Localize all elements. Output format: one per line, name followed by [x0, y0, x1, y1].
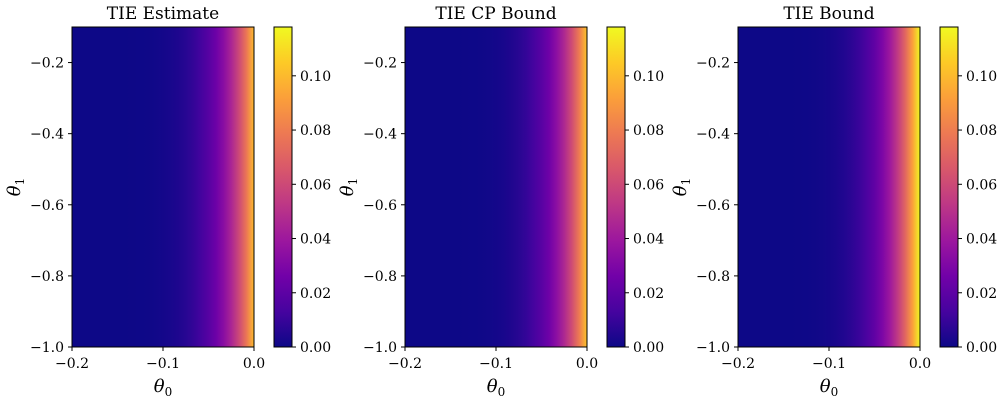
plot-frame	[737, 26, 921, 348]
colorbar-tick-label: 0.08	[300, 123, 331, 139]
heatmap-image	[405, 27, 587, 347]
colorbar-tick-label: 0.00	[966, 340, 997, 356]
plot-frame	[71, 26, 255, 348]
y-axis-label: θ1	[670, 178, 693, 196]
y-tick-label: −0.6	[363, 198, 397, 214]
x-tick-label: −0.1	[146, 356, 180, 372]
heatmap-panel-3: TIE Bound −0.2 −0.1 0.0 −1.0 −0.8 −0.6 −0.4 −0.2…	[670, 4, 997, 399]
y-tick-label: −0.8	[696, 269, 730, 285]
x-tick-label: −0.1	[479, 356, 513, 372]
y-axis-label: θ1	[4, 178, 27, 196]
y-tick-label: −0.6	[696, 198, 730, 214]
colorbar-tick-label: 0.06	[966, 177, 997, 193]
colorbar-tick-label: 0.10	[300, 69, 331, 85]
colorbar-tick-label: 0.04	[633, 232, 664, 248]
y-tick-label: −0.8	[363, 269, 397, 285]
x-tick-label: −0.2	[388, 356, 422, 372]
y-tick-label: −0.2	[363, 56, 397, 72]
x-tick-label: 0.0	[909, 356, 931, 372]
y-tick-label: −0.6	[30, 198, 64, 214]
y-tick-label: −1.0	[363, 340, 397, 356]
colorbar	[607, 27, 625, 347]
x-tick-label: −0.2	[55, 356, 89, 372]
heatmap-panel-1: TIE Estimate −0.2 −0.1 0.0 −1.0 −0.8 −0.6 −0.4 −…	[4, 4, 331, 399]
colorbar-tick-label: 0.06	[633, 177, 664, 193]
x-axis-label: θ0	[487, 376, 505, 399]
heatmap-panel-2: TIE CP Bound −0.2 −0.1 0.0 −1.0 −0.8 −0.6 −0.4 −…	[337, 4, 664, 399]
y-axis-label: θ1	[337, 178, 360, 196]
colorbar-tick-label: 0.10	[633, 69, 664, 85]
colorbar-frame	[273, 26, 293, 348]
colorbar-tick-label: 0.02	[966, 286, 997, 302]
colorbar-tick-label: 0.08	[633, 123, 664, 139]
y-tick-label: −0.2	[696, 56, 730, 72]
colorbar-tick-label: 0.04	[300, 232, 331, 248]
y-tick-label: −1.0	[30, 340, 64, 356]
heatmap-image	[738, 27, 920, 347]
colorbar-tick-label: 0.00	[300, 340, 331, 356]
y-tick-label: −1.0	[696, 340, 730, 356]
colorbar-tick-label: 0.02	[300, 286, 331, 302]
colorbar-tick-label: 0.10	[966, 69, 997, 85]
y-tick-label: −0.4	[363, 127, 397, 143]
colorbar-frame	[606, 26, 626, 348]
panel-title: TIE CP Bound	[435, 4, 556, 24]
colorbar-tick-label: 0.06	[300, 177, 331, 193]
colorbar	[274, 27, 292, 347]
x-tick-label: 0.0	[243, 356, 265, 372]
x-tick-label: −0.2	[721, 356, 755, 372]
colorbar-tick-label: 0.08	[966, 123, 997, 139]
colorbar-tick-label: 0.00	[633, 340, 664, 356]
colorbar	[940, 27, 958, 347]
panel-title: TIE Bound	[783, 4, 874, 24]
y-tick-label: −0.4	[696, 127, 730, 143]
x-tick-label: −0.1	[812, 356, 846, 372]
x-axis-label: θ0	[154, 376, 172, 399]
colorbar-tick-label: 0.04	[966, 232, 997, 248]
x-tick-label: 0.0	[576, 356, 598, 372]
colorbar-tick-label: 0.02	[633, 286, 664, 302]
plot-frame	[404, 26, 588, 348]
y-tick-label: −0.4	[30, 127, 64, 143]
y-tick-label: −0.2	[30, 56, 64, 72]
heatmap-image	[72, 27, 254, 347]
panel-title: TIE Estimate	[107, 4, 219, 24]
x-axis-label: θ0	[820, 376, 838, 399]
colorbar-frame	[939, 26, 959, 348]
y-tick-label: −0.8	[30, 269, 64, 285]
